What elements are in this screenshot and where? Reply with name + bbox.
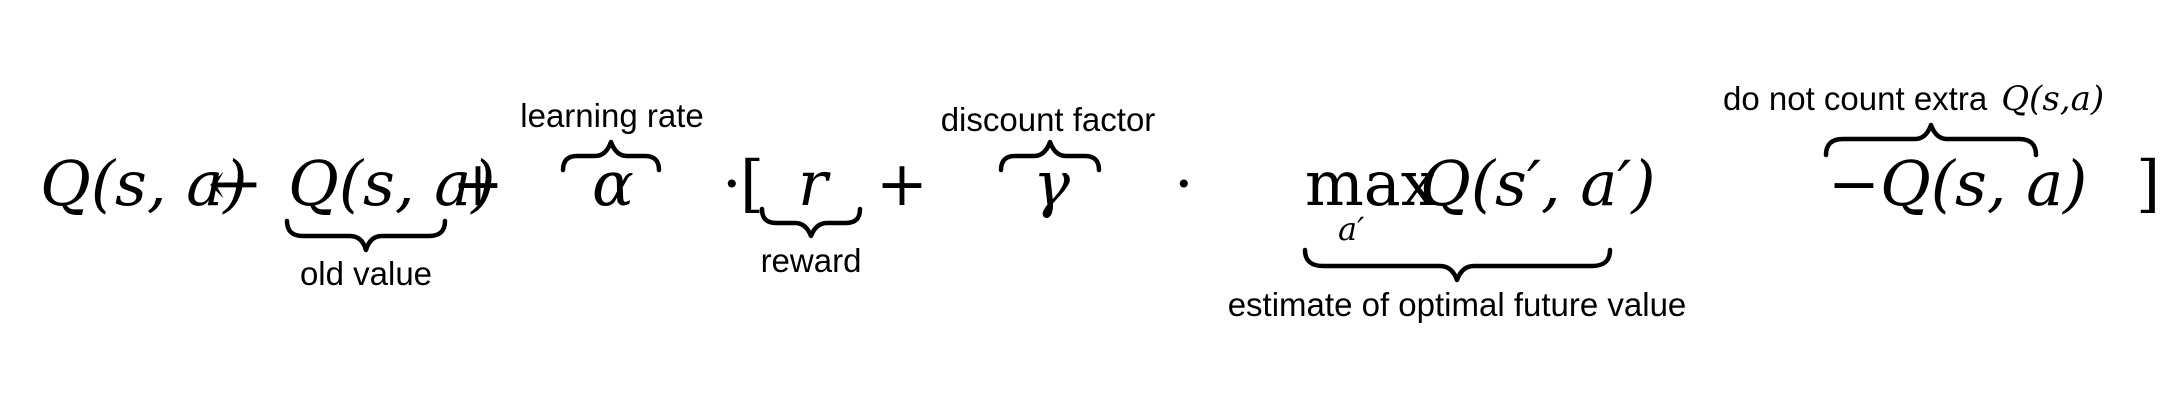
discount-factor-label: discount factor: [941, 101, 1156, 138]
extra-term-label-text: do not count extra: [1723, 80, 1988, 117]
plus-sign-2: +: [876, 147, 928, 220]
old-value-underbrace-icon: [284, 218, 448, 253]
future-value-underbrace-icon: [1302, 247, 1613, 283]
max-operator: max: [1305, 147, 1436, 220]
plus-sign-1: +: [452, 147, 504, 220]
future-value-label: estimate of optimal future value: [1228, 286, 1687, 323]
learning-rate-label: learning rate: [520, 97, 703, 134]
close-bracket: ]: [2136, 147, 2160, 220]
dot-operator-2: ·: [1174, 147, 1194, 220]
learning-rate-overbrace-icon: [560, 139, 662, 173]
reward-term: r: [798, 147, 831, 220]
discount-factor-overbrace-icon: [998, 139, 1102, 173]
reward-label: reward: [761, 242, 862, 279]
reward-underbrace-icon: [759, 206, 863, 239]
old-value-label: old value: [300, 255, 432, 292]
alpha-symbol: α: [592, 147, 634, 220]
lhs-q-value: Q(s, a): [40, 147, 247, 220]
old-value-term: Q(s, a): [288, 147, 495, 220]
max-subscript: a′: [1338, 210, 1365, 248]
extra-term-overbrace-icon: [1823, 122, 2039, 158]
update-arrow: ←: [208, 147, 260, 220]
minus-q-term: −Q(s, a): [1828, 147, 2087, 220]
gamma-symbol: γ: [1033, 147, 1071, 220]
dot-operator-1: ·: [722, 147, 742, 220]
extra-term-label: do not count extra Q(s,a): [1723, 79, 2104, 119]
extra-term-label-math: Q(s,a): [2001, 79, 2104, 119]
future-q-value: Q(s′, a′): [1420, 147, 1656, 220]
